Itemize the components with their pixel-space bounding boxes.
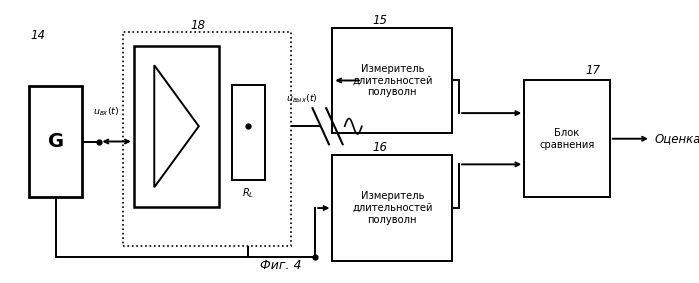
Text: 15: 15	[373, 14, 388, 27]
Text: G: G	[48, 132, 64, 151]
Bar	[134, 46, 219, 207]
Bar	[333, 28, 452, 133]
Bar	[124, 32, 291, 245]
Text: Фиг. 4: Фиг. 4	[260, 259, 302, 272]
Text: 14: 14	[30, 29, 45, 42]
Text: $R_L$: $R_L$	[242, 186, 254, 200]
Bar	[29, 86, 82, 197]
Text: Блок
сравнения: Блок сравнения	[540, 128, 595, 149]
Text: $u_{вых}(t)$: $u_{вых}(t)$	[286, 93, 317, 106]
Text: 17: 17	[586, 64, 601, 77]
Text: 16: 16	[373, 142, 388, 155]
Bar	[524, 80, 610, 197]
Polygon shape	[154, 65, 199, 187]
Bar	[231, 85, 264, 180]
Text: Измеритель
длительностей
полуволн: Измеритель длительностей полуволн	[352, 64, 433, 97]
Text: 18: 18	[190, 20, 205, 33]
Text: Оценка: Оценка	[654, 132, 699, 145]
Bar	[333, 155, 452, 261]
Text: $u_{вх}(t)$: $u_{вх}(t)$	[92, 106, 119, 118]
Text: Измеритель
длительностей
полуволн: Измеритель длительностей полуволн	[352, 192, 433, 225]
